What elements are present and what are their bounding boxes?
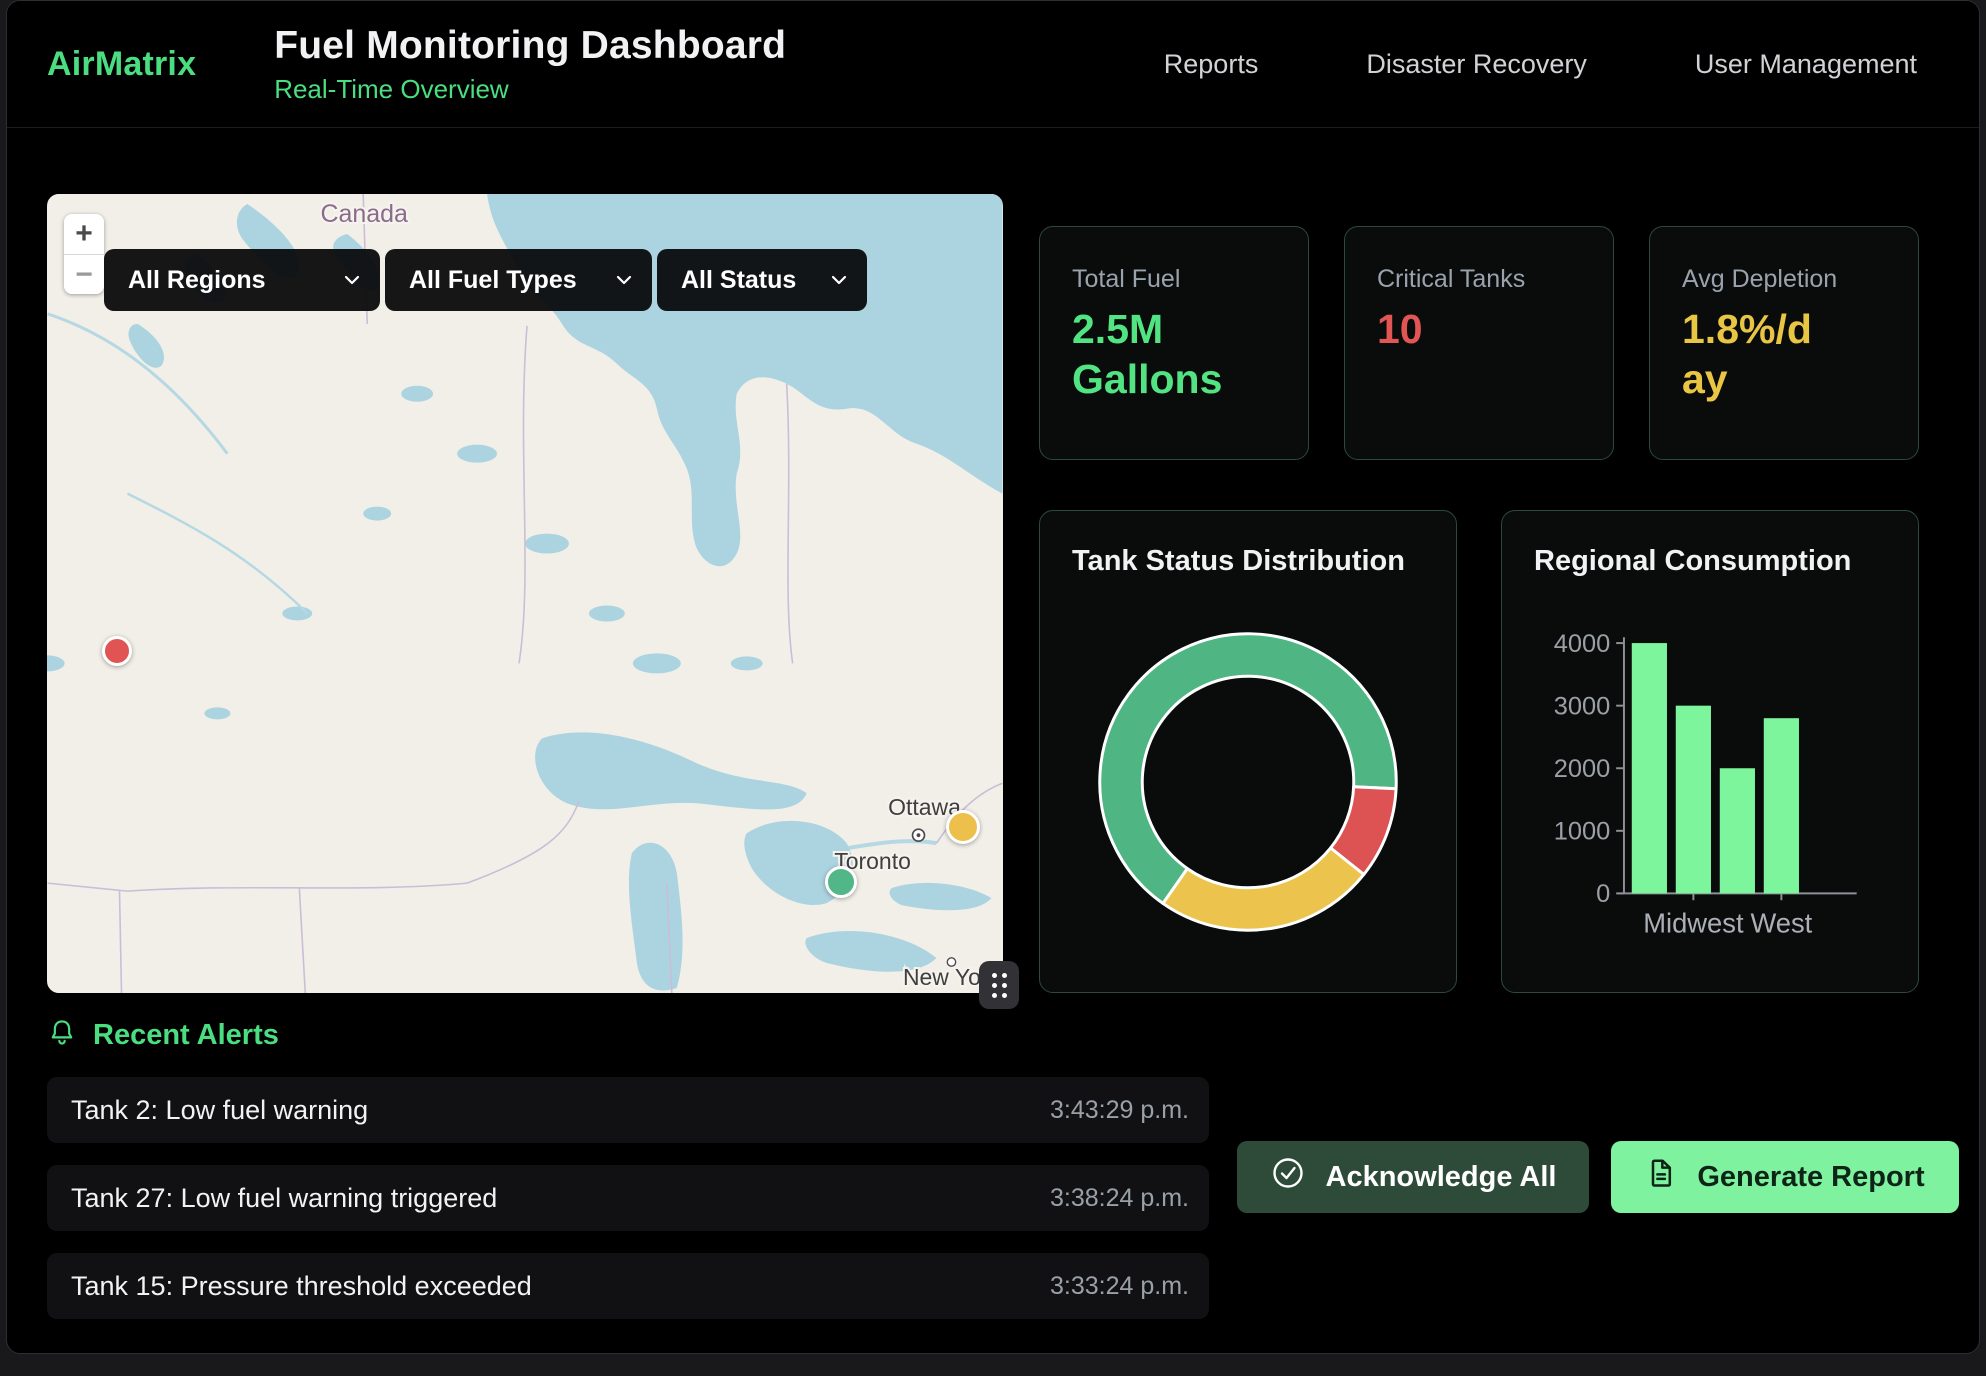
tank-status-donut-chart [1080,614,1416,950]
alert-actions: Acknowledge All Generate Report [1237,1141,1959,1213]
generate-report-button[interactable]: Generate Report [1611,1141,1959,1213]
page-subtitle: Real-Time Overview [274,74,786,105]
document-icon [1645,1156,1677,1198]
app-window: AirMatrix Fuel Monitoring Dashboard Real… [6,0,1980,1354]
acknowledge-all-label: Acknowledge All [1326,1161,1557,1194]
stat-value: 1.8%/day [1682,304,1832,404]
alert-row[interactable]: Tank 27: Low fuel warning triggered 3:38… [47,1165,1209,1231]
map-canvas[interactable]: Canada Ottawa Toronto New York + − [47,194,1003,993]
zoom-out-button[interactable]: − [64,254,104,294]
stat-card-critical-tanks: Critical Tanks 10 [1344,226,1614,460]
resize-grip-handle[interactable] [979,961,1019,1009]
alert-message: Tank 15: Pressure threshold exceeded [71,1271,532,1302]
nav-reports[interactable]: Reports [1164,49,1259,80]
alerts-list: Tank 2: Low fuel warning 3:43:29 p.m. Ta… [47,1077,1209,1319]
svg-text:2000: 2000 [1554,755,1611,783]
generate-report-label: Generate Report [1697,1161,1924,1194]
map-container: Canada Ottawa Toronto New York + − [47,194,1003,993]
check-circle-icon [1270,1155,1306,1199]
map-basemap: Canada Ottawa Toronto New York [47,194,1003,993]
alerts-title: Recent Alerts [93,1019,279,1052]
regional-consumption-chart-card: Regional Consumption 0 1000 2000 3000 4000 Mi… [1501,510,1919,993]
nav-disaster-recovery[interactable]: Disaster Recovery [1366,49,1587,80]
stats-row: Total Fuel 2.5M Gallons Critical Tanks 1… [1039,226,1919,460]
stat-card-total-fuel: Total Fuel 2.5M Gallons [1039,226,1309,460]
svg-text:Midwest: Midwest [1643,908,1744,939]
svg-text:4000: 4000 [1554,630,1611,658]
chevron-down-icon [344,275,360,285]
main-content: Canada Ottawa Toronto New York + − [7,128,1979,993]
alert-row[interactable]: Tank 2: Low fuel warning 3:43:29 p.m. [47,1077,1209,1143]
acknowledge-all-button[interactable]: Acknowledge All [1237,1141,1589,1213]
stat-card-avg-depletion: Avg Depletion 1.8%/day [1649,226,1919,460]
chevron-down-icon [831,275,847,285]
region-filter-value: All Regions [128,266,266,295]
header: AirMatrix Fuel Monitoring Dashboard Real… [7,1,1979,128]
svg-text:3000: 3000 [1554,692,1611,720]
svg-text:0: 0 [1596,880,1610,908]
tank-map-marker[interactable] [825,866,857,898]
tank-status-chart-card: Tank Status Distribution [1039,510,1457,993]
stat-value: 10 [1377,304,1581,354]
zoom-in-button[interactable]: + [64,214,104,254]
dashboard-column: Total Fuel 2.5M Gallons Critical Tanks 1… [1039,226,1919,993]
title-block: Fuel Monitoring Dashboard Real-Time Over… [274,24,786,105]
map-filter-bar: All Regions All Fuel Types All Status [104,249,867,311]
map-zoom-control: + − [64,214,104,294]
svg-text:West: West [1750,908,1812,939]
fuel-type-filter-select[interactable]: All Fuel Types [385,249,652,311]
map-label-canada: Canada [320,200,408,228]
charts-row: Tank Status Distribution Regional Consum… [1039,510,1919,993]
brand-logo[interactable]: AirMatrix [47,45,196,84]
alert-timestamp: 3:43:29 p.m. [1050,1096,1189,1125]
stat-label: Avg Depletion [1682,265,1886,294]
chevron-down-icon [616,275,632,285]
main-nav: Reports Disaster Recovery User Managemen… [1164,49,1917,80]
tank-map-marker[interactable] [946,810,980,844]
alert-timestamp: 3:38:24 p.m. [1050,1184,1189,1213]
status-filter-value: All Status [681,266,796,295]
alert-message: Tank 2: Low fuel warning [71,1095,368,1126]
status-filter-select[interactable]: All Status [657,249,867,311]
nav-user-management[interactable]: User Management [1695,49,1917,80]
page-title: Fuel Monitoring Dashboard [274,24,786,68]
stat-value: 2.5M Gallons [1072,304,1272,404]
alert-message: Tank 27: Low fuel warning triggered [71,1183,497,1214]
svg-text:1000: 1000 [1554,818,1611,846]
stat-label: Critical Tanks [1377,265,1581,294]
chart-title: Regional Consumption [1534,545,1886,578]
regional-consumption-bar-chart: 0 1000 2000 3000 4000 MidwestWest [1534,586,1886,972]
fuel-type-filter-value: All Fuel Types [409,266,577,295]
chart-title: Tank Status Distribution [1072,545,1424,578]
stat-label: Total Fuel [1072,265,1276,294]
region-filter-select[interactable]: All Regions [104,249,380,311]
alerts-header: Recent Alerts [47,1017,1979,1054]
bell-icon [47,1017,77,1054]
tank-map-marker[interactable] [102,636,132,666]
alerts-section: Recent Alerts Tank 2: Low fuel warning 3… [7,1017,1979,1354]
alert-timestamp: 3:33:24 p.m. [1050,1272,1189,1301]
alert-row[interactable]: Tank 15: Pressure threshold exceeded 3:3… [47,1253,1209,1319]
